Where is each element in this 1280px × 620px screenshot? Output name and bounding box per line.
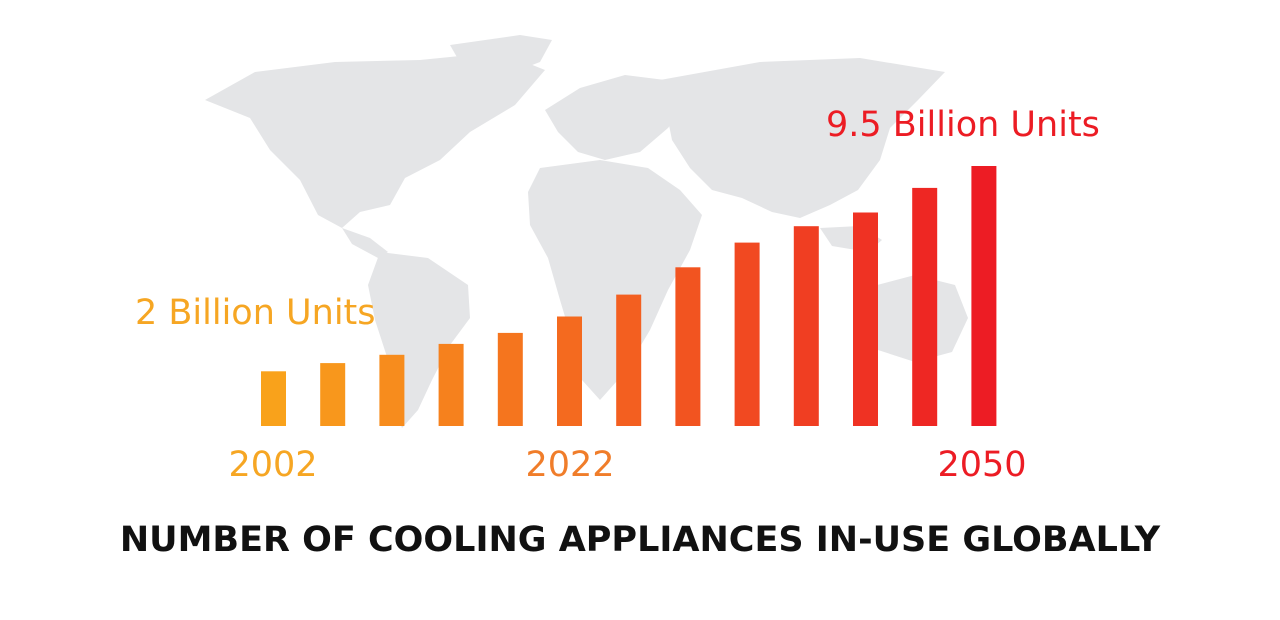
bar-12 [912, 187, 938, 426]
bars-group [261, 166, 997, 426]
x-tick-label-2002: 2002 [228, 445, 317, 485]
bar-8 [675, 267, 701, 426]
bar-4 [438, 343, 464, 426]
bar-9 [734, 242, 760, 426]
bar-6 [557, 316, 582, 426]
bar-2 [320, 363, 346, 426]
bar-5 [497, 332, 523, 426]
bar-7 [616, 294, 642, 426]
bar-1 [261, 371, 286, 426]
bar-13 [971, 166, 997, 426]
x-tick-label-2050: 2050 [937, 445, 1026, 485]
bar-3 [379, 354, 405, 426]
annotation-start-value: 2 Billion Units [135, 293, 376, 333]
annotation-end-value: 9.5 Billion Units [826, 105, 1100, 145]
chart-title: NUMBER OF COOLING APPLIANCES IN-USE GLOB… [119, 520, 1161, 560]
bar-11 [853, 212, 878, 426]
bar-10 [793, 226, 819, 426]
x-tick-label-2022: 2022 [525, 445, 614, 485]
